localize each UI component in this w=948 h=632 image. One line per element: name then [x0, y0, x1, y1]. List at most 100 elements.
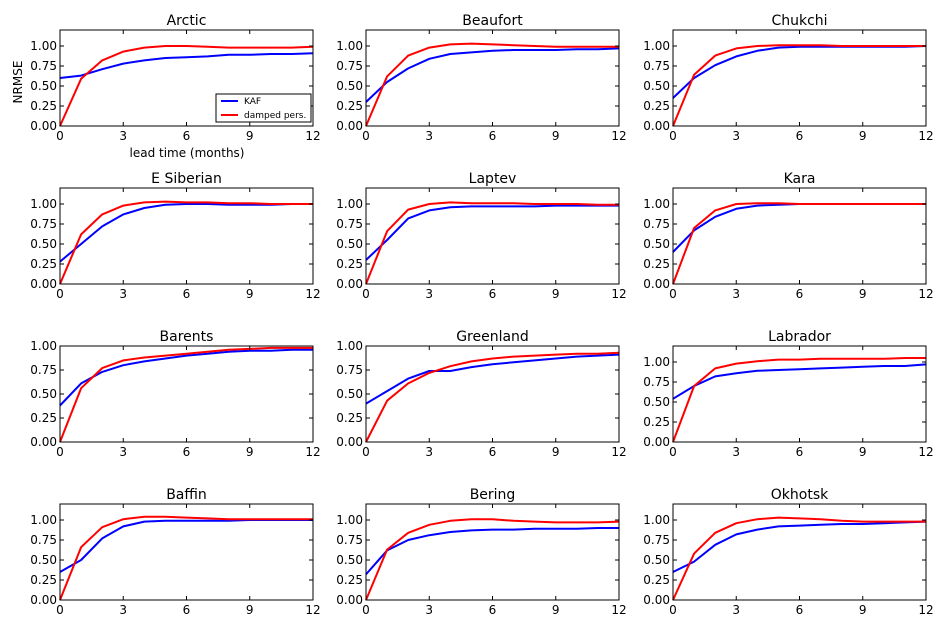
series-line-kaf [59, 348, 313, 407]
series-line-kaf [365, 47, 620, 103]
y-tick-label: 0.00 [336, 277, 363, 291]
y-tick-label: 0.50 [336, 79, 363, 93]
x-tick-label: 3 [119, 603, 127, 617]
x-tick-label: 3 [425, 445, 433, 459]
panel-title: E Siberian [151, 171, 222, 187]
series-line-kaf [365, 527, 619, 576]
y-tick-label: 0.25 [30, 257, 57, 271]
x-tick-label: 3 [119, 129, 127, 143]
series-line-damped-pers- [672, 202, 926, 285]
series-line-kaf [59, 203, 313, 263]
x-tick-label: 12 [305, 603, 320, 617]
y-tick-label: 1.00 [643, 355, 670, 369]
y-tick-label: 0.25 [336, 573, 363, 587]
x-tick-label: 0 [56, 603, 64, 617]
y-tick-label: 0.75 [336, 217, 363, 231]
x-tick-label: 9 [552, 445, 560, 459]
x-tick-label: 12 [305, 287, 320, 301]
panel-title: Laptev [469, 171, 517, 187]
panel-laptev: Laptev 0.00 0.25 0.50 0.75 1.00 0 3 6 9 12 [336, 171, 626, 301]
panel-barents: Barents 0.00 0.25 0.50 0.75 1.00 0 3 6 9 12 [30, 329, 320, 459]
y-tick-label: 0.75 [336, 363, 363, 377]
plot-frame [59, 345, 314, 443]
y-tick-label: 0.50 [643, 237, 670, 251]
x-tick-label: 9 [246, 603, 254, 617]
y-tick-label: 0.00 [336, 435, 363, 449]
y-tick-label: 0.25 [30, 99, 57, 113]
y-tick-label: 0.00 [30, 277, 57, 291]
x-tick-label: 3 [425, 287, 433, 301]
panel-bering: Bering 0.00 0.25 0.50 0.75 1.00 0 3 6 9 12 [336, 487, 626, 617]
series-line-damped-pers- [59, 200, 313, 285]
y-tick-label: 0.75 [643, 217, 670, 231]
y-tick-label: 0.50 [643, 79, 670, 93]
y-tick-label: 0.50 [336, 553, 363, 567]
x-tick-label: 9 [552, 129, 560, 143]
x-tick-label: 0 [362, 445, 370, 459]
x-tick-label: 9 [859, 129, 867, 143]
y-tick-label: 0.25 [336, 411, 363, 425]
plot-frame [672, 187, 927, 285]
panel-greenland: Greenland 0.00 0.25 0.50 0.75 1.00 0 3 6 9 12 [336, 329, 626, 459]
series-line-damped-pers- [365, 351, 620, 443]
x-tick-label: 12 [611, 445, 626, 459]
y-tick-label: 1.00 [336, 197, 363, 211]
y-tick-label: 0.50 [30, 387, 57, 401]
series-line-damped-pers- [365, 518, 620, 601]
y-tick-label: 0.50 [30, 237, 57, 251]
x-tick-label: 6 [796, 445, 804, 459]
panel-chukchi: Chukchi 0.00 0.25 0.50 0.75 1.00 0 3 6 9 12 [643, 13, 933, 143]
y-tick-label: 0.00 [643, 119, 670, 133]
y-tick-label: 0.00 [30, 435, 57, 449]
x-tick-label: 9 [246, 287, 254, 301]
panel-title: Beaufort [462, 13, 523, 29]
x-tick-label: 6 [796, 603, 804, 617]
panel-okhotsk: Okhotsk 0.00 0.25 0.50 0.75 1.00 0 3 6 9 12 [643, 487, 933, 617]
y-tick-label: 0.50 [30, 553, 57, 567]
y-tick-label: 1.00 [30, 513, 57, 527]
x-tick-label: 9 [246, 129, 254, 143]
series-line-kaf [672, 520, 927, 573]
y-tick-label: 0.00 [643, 593, 670, 607]
y-tick-label: 0.00 [336, 593, 363, 607]
x-tick-label: 6 [489, 445, 497, 459]
y-tick-label: 0.25 [30, 573, 57, 587]
x-tick-label: 3 [425, 603, 433, 617]
y-tick-label: 0.50 [30, 79, 57, 93]
x-tick-label: 9 [859, 603, 867, 617]
y-tick-label: 0.25 [643, 99, 670, 113]
series-line-damped-pers- [672, 357, 926, 443]
series-line-kaf [59, 52, 314, 79]
y-tick-label: 0.75 [336, 533, 363, 547]
panel-title: Bering [470, 487, 516, 503]
y-tick-label: 1.00 [643, 197, 670, 211]
panel-title: Greenland [456, 329, 529, 345]
x-tick-label: 12 [305, 445, 320, 459]
legend-kaf-label: KAF [244, 97, 261, 107]
plot-frame [365, 345, 620, 443]
x-axis-label: lead time (months) [130, 146, 245, 160]
y-tick-label: 0.75 [30, 533, 57, 547]
panel-title: Barents [160, 329, 214, 345]
x-tick-label: 12 [611, 129, 626, 143]
panel-title: Chukchi [771, 13, 827, 29]
panel-e-siberian: E Siberian 0.00 0.25 0.50 0.75 1.00 0 3 6 9 12 [30, 171, 320, 301]
y-tick-label: 0.00 [643, 277, 670, 291]
x-tick-label: 6 [183, 445, 191, 459]
x-tick-label: 12 [918, 129, 933, 143]
y-tick-label: 0.75 [643, 533, 670, 547]
y-tick-label: 1.00 [336, 39, 363, 53]
series-line-damped-pers- [365, 201, 619, 285]
x-tick-label: 6 [489, 129, 497, 143]
x-tick-label: 3 [732, 445, 740, 459]
y-tick-label: 0.50 [643, 395, 670, 409]
x-tick-label: 0 [669, 603, 677, 617]
series-line-kaf [672, 363, 927, 400]
panel-baffin: Baffin 0.00 0.25 0.50 0.75 1.00 0 3 6 9 12 [30, 487, 320, 617]
x-tick-label: 9 [859, 287, 867, 301]
series-line-damped-pers- [59, 515, 313, 601]
y-axis-label: NRMSE [11, 61, 25, 104]
series-line-damped-pers- [59, 45, 314, 127]
x-tick-label: 0 [362, 129, 370, 143]
x-tick-label: 6 [183, 129, 191, 143]
